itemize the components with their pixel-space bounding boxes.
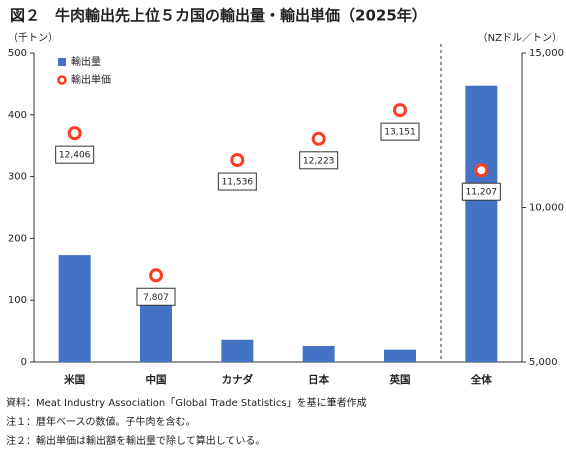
chart-title: 図２ 牛肉輸出先上位５カ国の輸出量・輸出単価（2025年） [10, 7, 427, 25]
marker [149, 268, 163, 283]
value-label-box [380, 122, 420, 141]
value-label: 13,151 [384, 128, 416, 138]
note: 資料：Meat Industry Association「Global Trad… [6, 396, 367, 409]
value-label: 11,536 [222, 178, 254, 188]
y-tick-label: 500 [8, 48, 27, 59]
y-tick-label: 0 [21, 357, 27, 368]
legend-swatch [58, 58, 66, 66]
y-axis-label: （千トン） [8, 32, 58, 44]
value-label-box [461, 182, 501, 201]
x-tick-label: 中国 [146, 373, 167, 386]
x-tick-label: 日本 [308, 373, 329, 386]
value-label-box [136, 287, 176, 306]
bar [58, 255, 91, 362]
y2-tick-label: 15,000 [529, 48, 564, 59]
value-label-box [299, 151, 339, 170]
y-tick-label: 300 [8, 172, 27, 183]
value-label: 12,406 [59, 151, 91, 161]
value-label-box [217, 172, 257, 191]
x-tick-label: 全体 [470, 373, 492, 386]
note: 注１：暦年ベースの数値。子牛肉を含む。 [6, 415, 196, 428]
legend-swatch [57, 75, 67, 85]
marker [474, 163, 489, 178]
value-label-box [55, 145, 95, 164]
value-label: 7,807 [143, 293, 169, 303]
bar [302, 345, 335, 362]
x-tick-label: カナダ [222, 373, 254, 386]
x-tick-label: 英国 [389, 373, 411, 386]
marker [311, 131, 326, 146]
bar [384, 349, 416, 362]
marker [230, 153, 245, 168]
bar [465, 85, 498, 362]
bar [221, 339, 254, 362]
y2-tick-label: 10,000 [529, 203, 564, 214]
value-label: 12,223 [303, 156, 335, 166]
x-tick-label: 米国 [63, 373, 85, 386]
value-label: 11,207 [466, 188, 498, 198]
y-tick-label: 100 [8, 295, 27, 306]
marker [393, 103, 407, 118]
y-tick-label: 400 [8, 110, 27, 121]
y2-axis-label: （NZドル／トン） [478, 32, 562, 44]
y-tick-label: 200 [8, 233, 27, 244]
legend-label: 輸出量 [71, 55, 101, 68]
note: 注２：輸出単価は輸出額を輸出量で除して算出している。 [6, 434, 265, 447]
legend-label: 輸出単価 [71, 73, 111, 86]
marker [67, 126, 82, 141]
y2-tick-label: 5,000 [529, 357, 558, 368]
